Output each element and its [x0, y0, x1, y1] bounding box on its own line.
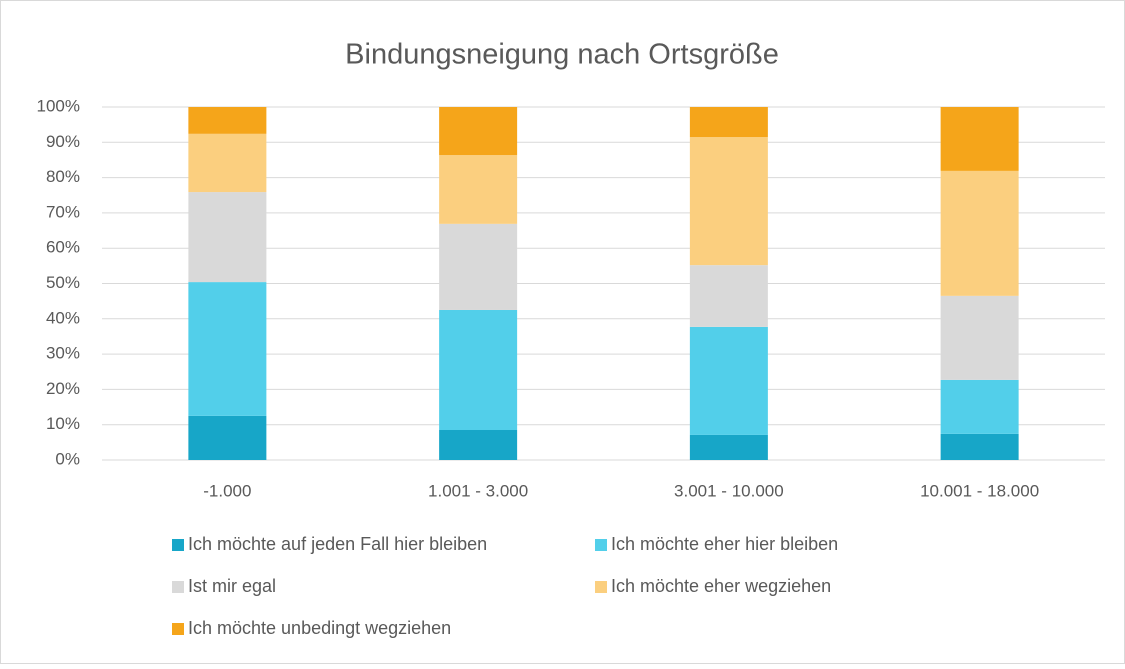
bar-segment	[188, 415, 267, 460]
legend-swatch	[172, 623, 184, 635]
x-tick-label: 1.001 - 3.000	[428, 481, 528, 500]
y-tick-label: 80%	[46, 167, 80, 186]
bar-segment	[689, 137, 768, 266]
y-tick-label: 100%	[37, 96, 80, 115]
x-tick-label: 10.001 - 18.000	[920, 481, 1039, 500]
bar-segment	[188, 133, 267, 193]
y-tick-label: 90%	[46, 132, 80, 151]
bar-segment	[439, 223, 518, 310]
bar-segment	[940, 433, 1019, 460]
chart-title: Bindungsneigung nach Ortsgröße	[345, 39, 779, 71]
y-tick-label: 50%	[46, 273, 80, 292]
bar-segment	[689, 107, 768, 138]
bar-segment	[940, 170, 1019, 296]
y-tick-label: 0%	[55, 449, 80, 468]
y-tick-label: 40%	[46, 308, 80, 327]
bar-segment	[188, 107, 267, 134]
legend-swatch	[595, 581, 607, 593]
bar-segment	[940, 107, 1019, 171]
bar-segment	[439, 309, 518, 430]
x-tick-label: 3.001 - 10.000	[674, 481, 784, 500]
bar-segment	[940, 295, 1019, 380]
y-tick-label: 70%	[46, 202, 80, 221]
bar-segment	[689, 326, 768, 435]
bar-segment	[439, 429, 518, 460]
bar-segment	[439, 155, 518, 224]
bar-segment	[188, 282, 267, 416]
legend-label: Ich möchte eher hier bleiben	[611, 534, 838, 554]
y-tick-label: 30%	[46, 344, 80, 363]
y-tick-label: 10%	[46, 414, 80, 433]
legend-label: Ich möchte unbedingt wegziehen	[188, 618, 451, 638]
bar-segment	[188, 192, 267, 283]
bar-segment	[689, 434, 768, 460]
legend-label: Ich möchte auf jeden Fall hier bleiben	[188, 534, 487, 554]
bar-segment	[439, 107, 518, 156]
legend-swatch	[172, 581, 184, 593]
legend-label: Ist mir egal	[188, 576, 276, 596]
legend-swatch	[595, 539, 607, 551]
legend-swatch	[172, 539, 184, 551]
y-tick-label: 60%	[46, 238, 80, 257]
bar-segment	[689, 265, 768, 327]
bar-segment	[940, 379, 1019, 434]
y-tick-label: 20%	[46, 379, 80, 398]
legend-label: Ich möchte eher wegziehen	[611, 576, 831, 596]
x-tick-label: -1.000	[203, 481, 251, 500]
